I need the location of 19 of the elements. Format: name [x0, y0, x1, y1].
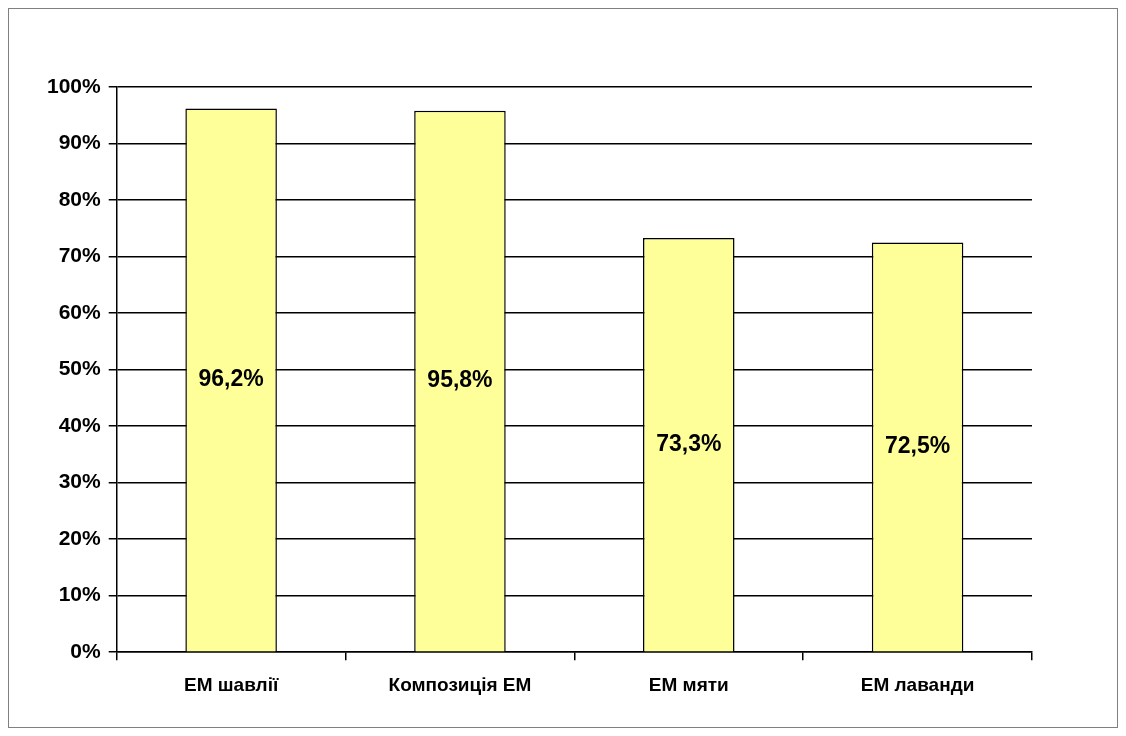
y-tick-label: 40%	[58, 412, 102, 436]
x-tick-label: ЕМ лаванди	[860, 673, 975, 695]
x-tick-label: ЕМ мяти	[648, 673, 729, 695]
x-tick-label: Композиція ЕМ	[388, 673, 532, 695]
y-tick-label: 10%	[58, 582, 102, 606]
y-tick-label: 30%	[58, 469, 102, 493]
data-label: 73,3%	[656, 430, 722, 457]
y-tick-label: 100%	[46, 73, 102, 97]
data-label: 72,5%	[884, 432, 951, 459]
x-tick-label: ЕМ шавлії	[183, 673, 279, 695]
data-label: 95,8%	[427, 366, 493, 393]
y-tick-label: 90%	[58, 130, 102, 154]
y-tick-label: 60%	[58, 299, 102, 323]
data-label: 96,2%	[198, 365, 264, 392]
y-tick-label: 80%	[58, 186, 102, 210]
y-tick-label: 50%	[58, 356, 102, 380]
y-tick-label: 70%	[58, 243, 102, 267]
y-tick-label: 0%	[70, 639, 102, 662]
y-tick-label: 20%	[58, 525, 102, 549]
